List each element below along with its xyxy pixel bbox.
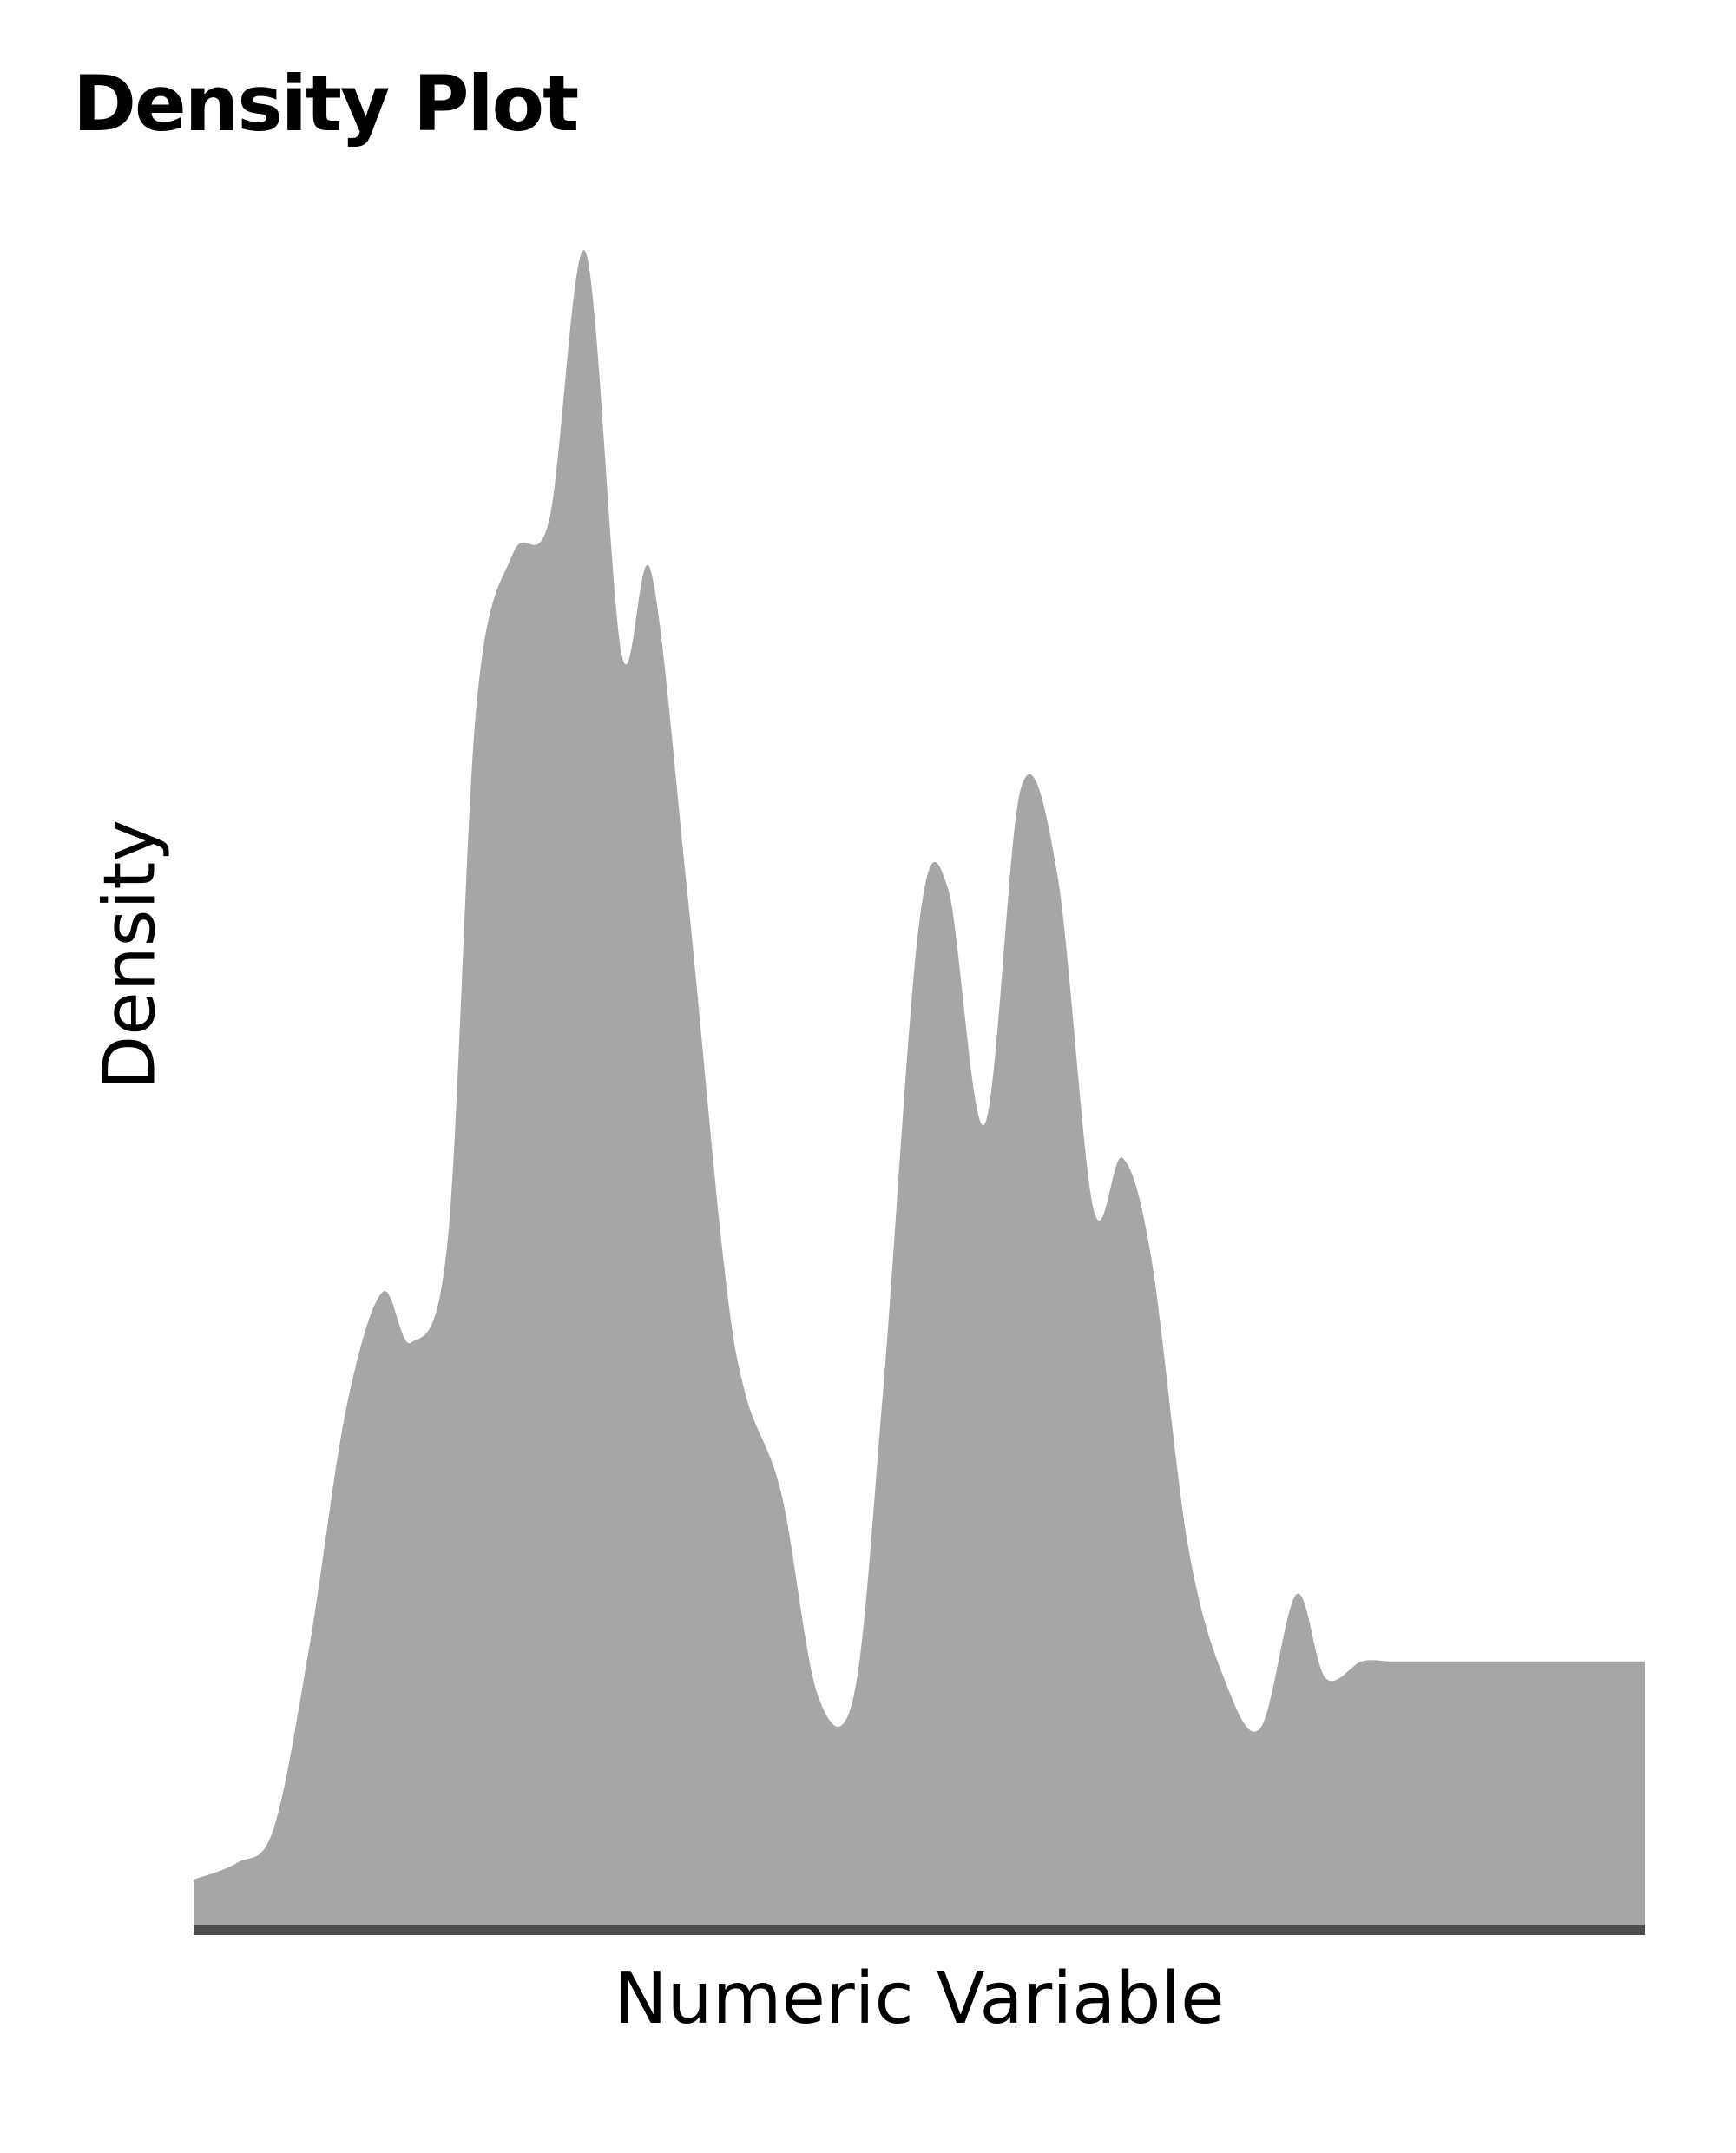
y-axis-label: Density (89, 820, 172, 1090)
density-area (194, 250, 1645, 1931)
chart-title: Density Plot (73, 59, 579, 148)
x-axis-label: Numeric Variable (614, 1958, 1225, 2040)
